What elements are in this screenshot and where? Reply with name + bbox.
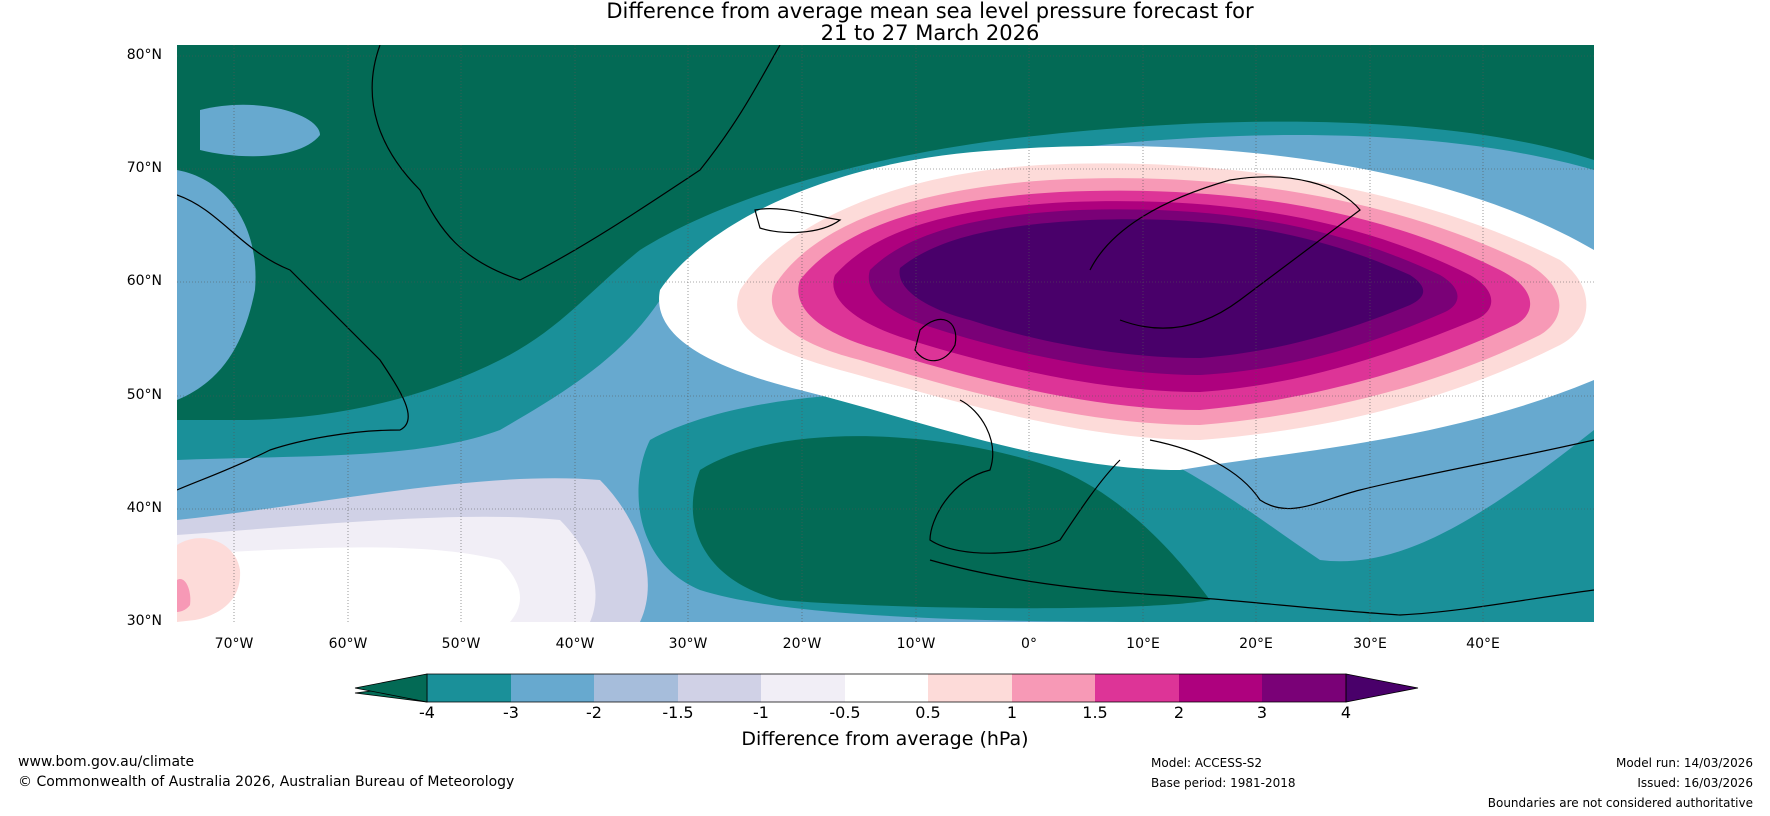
lat-label: 80°N — [126, 47, 162, 63]
band-above-4 — [899, 219, 1424, 358]
gridlines — [177, 45, 1594, 622]
scandinavia-coast — [1089, 176, 1361, 329]
issued-text: Issued: 16/03/2026 — [1637, 776, 1753, 790]
band-plus-0-5-sw — [177, 538, 241, 622]
colorbar-tick: 1.5 — [1082, 703, 1108, 722]
lon-label: 40°E — [1466, 636, 1500, 652]
disclaimer-text: Boundaries are not considered authoritat… — [1487, 796, 1753, 810]
colorbar-segment — [594, 674, 678, 702]
lat-label: 30°N — [126, 613, 162, 629]
lon-label: 40°W — [555, 636, 595, 652]
lat-label: 50°N — [126, 387, 162, 403]
lon-label: 0° — [1021, 636, 1037, 652]
colorbar-tick: 4 — [1340, 703, 1352, 722]
colorbar-segment — [761, 674, 845, 702]
colorbar-segment — [1262, 674, 1346, 702]
colorbar-tick: 0.5 — [915, 703, 941, 722]
colorbar-tick: -0.5 — [829, 703, 861, 722]
colorbar-tick: -1.5 — [662, 703, 694, 722]
band-minus-4-north — [177, 45, 1594, 420]
colorbar-segment — [511, 674, 594, 702]
colorbar-segment — [1012, 674, 1095, 702]
southern-europe-coast — [1149, 439, 1594, 510]
colorbar-tick: 3 — [1256, 703, 1268, 722]
chart-title-line1: Difference from average mean sea level p… — [606, 0, 1254, 23]
colorbar-segment — [928, 674, 1012, 702]
lon-label: 60°W — [328, 636, 368, 652]
model-run-text: Model run: 14/03/2026 — [1615, 756, 1753, 770]
anomaly-field — [177, 45, 1594, 622]
lon-label: 10°W — [896, 636, 936, 652]
lon-label: 10°E — [1126, 636, 1160, 652]
colorbar-segment — [1179, 674, 1262, 702]
lon-label: 50°W — [441, 636, 481, 652]
iceland-coast — [754, 208, 842, 234]
colorbar-tick: -2 — [586, 703, 602, 722]
lat-label: 70°N — [126, 160, 162, 176]
lat-label: 60°N — [126, 273, 162, 289]
colorbar-tick: 2 — [1173, 703, 1185, 722]
greenland-coast — [371, 45, 781, 281]
copyright-text: © Commonwealth of Australia 2026, Austra… — [18, 774, 515, 790]
colorbar-segment — [845, 674, 928, 702]
colorbar-tick: -4 — [419, 703, 435, 722]
iberia-france-coast — [929, 399, 1121, 554]
british-isles-coast — [914, 318, 957, 362]
band-minus-0-5 — [177, 547, 520, 622]
lat-label: 40°N — [126, 500, 162, 516]
colorbar-segment — [678, 674, 761, 702]
colorbar-upper-extension — [1345, 673, 1419, 703]
colorbar — [354, 673, 1419, 703]
colorbar-segment — [427, 674, 511, 702]
lon-label: 20°E — [1239, 636, 1273, 652]
base-period-text: Base period: 1981-2018 — [1151, 776, 1296, 790]
lon-label: 20°W — [782, 636, 822, 652]
north-america-coast — [177, 194, 409, 491]
colorbar-tick: -3 — [503, 703, 519, 722]
colorbar-segment — [1095, 674, 1179, 702]
colorbar-tick: -1 — [753, 703, 769, 722]
band-minus-2-labrador — [177, 170, 256, 400]
chart-title-line2: 21 to 27 March 2026 — [820, 21, 1040, 45]
band-minus-4-south — [692, 436, 1210, 609]
band-plus-1-sw — [177, 579, 191, 612]
lon-label: 30°E — [1353, 636, 1387, 652]
model-text: Model: ACCESS-S2 — [1151, 756, 1263, 770]
band-minus-2-greenland-east — [200, 104, 320, 157]
colorbar-label: Difference from average (hPa) — [741, 728, 1029, 750]
coastlines — [177, 45, 1594, 616]
colorbar-tick: 1 — [1006, 703, 1018, 722]
lon-label: 30°W — [668, 636, 708, 652]
website-link[interactable]: www.bom.gov.au/climate — [18, 754, 195, 770]
lon-label: 70°W — [214, 636, 254, 652]
